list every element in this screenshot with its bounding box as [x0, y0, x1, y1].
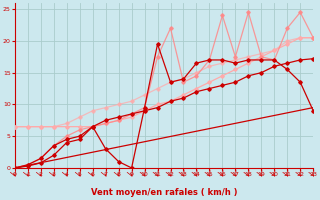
- X-axis label: Vent moyen/en rafales ( km/h ): Vent moyen/en rafales ( km/h ): [91, 188, 237, 197]
